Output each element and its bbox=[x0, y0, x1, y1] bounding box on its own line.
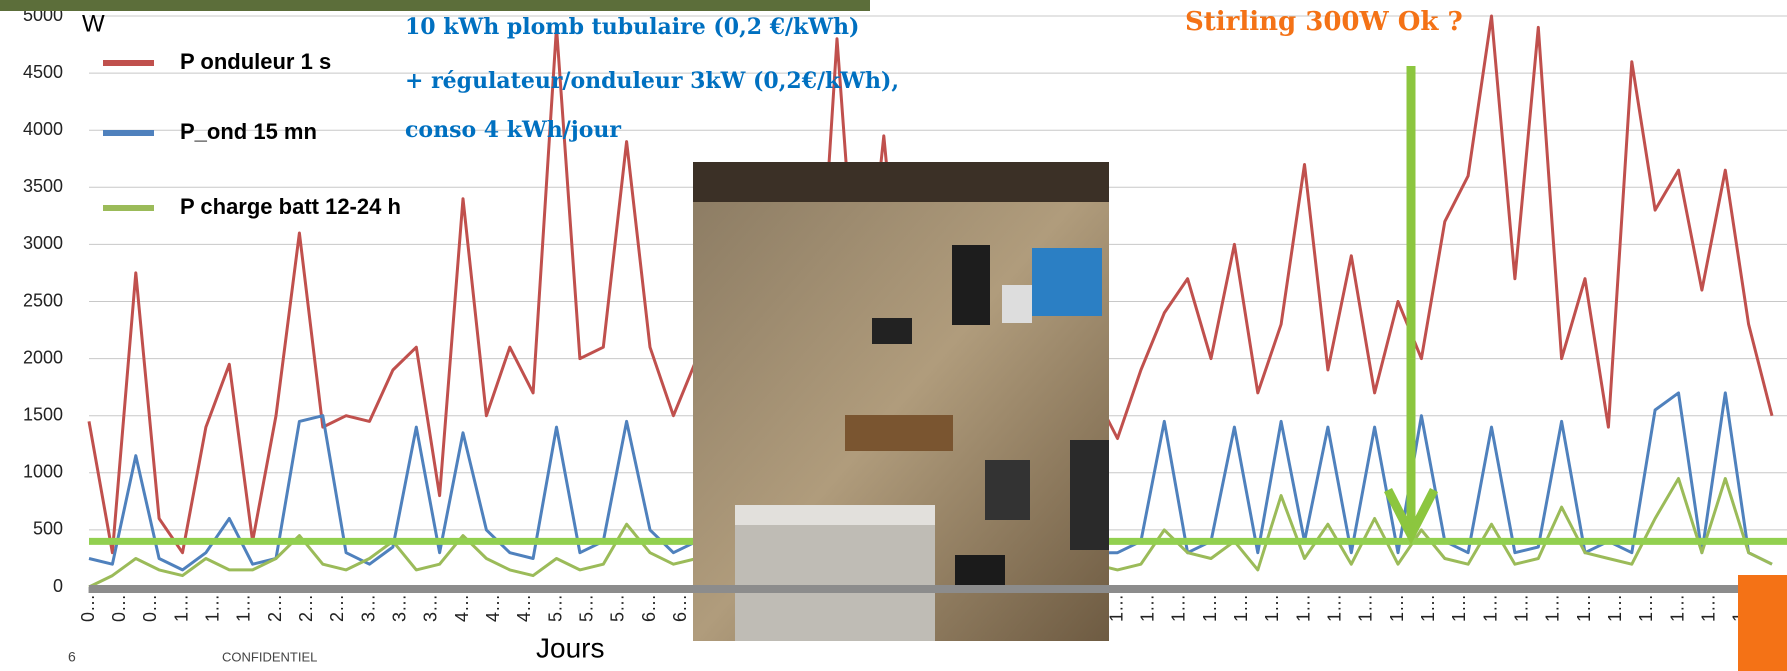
x-tick-label: 1… bbox=[1574, 594, 1594, 622]
x-tick-label: 1… bbox=[1387, 594, 1407, 622]
y-tick-label: 500 bbox=[33, 519, 63, 539]
x-tick-label: 1… bbox=[1636, 594, 1656, 622]
x-tick-label: 4… bbox=[483, 594, 503, 622]
annotation: conso 4 kWh/jour bbox=[405, 117, 621, 143]
x-tick-label: 1… bbox=[1137, 594, 1157, 622]
y-tick-label: 4000 bbox=[23, 119, 63, 139]
zero-axis-bar bbox=[89, 585, 1787, 593]
x-tick-label: 2… bbox=[327, 594, 347, 622]
x-tick-label: 1… bbox=[1106, 594, 1126, 622]
x-tick-label: 1… bbox=[1698, 594, 1718, 622]
installation-photo bbox=[693, 162, 1109, 641]
x-tick-label: 6… bbox=[670, 594, 690, 622]
x-tick-label: 1… bbox=[202, 594, 222, 622]
page-number: 6 bbox=[68, 649, 76, 665]
x-tick-label: 1… bbox=[1262, 594, 1282, 622]
x-tick-label: 1… bbox=[1418, 594, 1438, 622]
x-tick-label: 1… bbox=[234, 594, 254, 622]
x-tick-label: 3… bbox=[421, 594, 441, 622]
x-tick-label: 1… bbox=[1667, 594, 1687, 622]
annotation: 10 kWh plomb tubulaire (0,2 €/kWh) bbox=[405, 14, 859, 40]
x-tick-label: 6… bbox=[639, 594, 659, 622]
y-tick-label: 0 bbox=[53, 576, 63, 596]
orange-tab bbox=[1738, 575, 1787, 671]
y-unit: W bbox=[82, 10, 105, 37]
x-tick-label: 1… bbox=[171, 594, 191, 622]
x-tick-label: 1… bbox=[1231, 594, 1251, 622]
x-tick-label: 2… bbox=[296, 594, 316, 622]
x-tick-label: 0… bbox=[140, 594, 160, 622]
x-tick-label: 1… bbox=[1543, 594, 1563, 622]
legend-label: P onduleur 1 s bbox=[180, 49, 331, 74]
x-tick-label: 1… bbox=[1293, 594, 1313, 622]
legend-label: P charge batt 12-24 h bbox=[180, 194, 401, 219]
x-tick-label: 4… bbox=[514, 594, 534, 622]
y-tick-label: 3500 bbox=[23, 176, 63, 196]
annotation: + régulateur/onduleur 3kW (0,2€/kWh), bbox=[405, 68, 899, 94]
x-tick-label: 1… bbox=[1356, 594, 1376, 622]
x-tick-label: 3… bbox=[358, 594, 378, 622]
y-tick-label: 2000 bbox=[23, 347, 63, 367]
x-tick-label: 0… bbox=[109, 594, 129, 622]
y-tick-label: 4500 bbox=[23, 62, 63, 82]
x-tick-label: 5… bbox=[576, 594, 596, 622]
x-tick-label: 1… bbox=[1449, 594, 1469, 622]
legend-label: P_ond 15 mn bbox=[180, 119, 317, 144]
x-tick-label: 1… bbox=[1169, 594, 1189, 622]
y-tick-label: 2500 bbox=[23, 290, 63, 310]
x-tick-label: 1… bbox=[1200, 594, 1220, 622]
x-tick-label: 1… bbox=[1324, 594, 1344, 622]
x-tick-label: 0… bbox=[78, 594, 98, 622]
photo-strip bbox=[0, 0, 870, 11]
x-tick-label: 1… bbox=[1605, 594, 1625, 622]
x-tick-label: 4… bbox=[452, 594, 472, 622]
x-tick-label: 3… bbox=[389, 594, 409, 622]
y-tick-label: 1000 bbox=[23, 462, 63, 482]
y-tick-label: 3000 bbox=[23, 233, 63, 253]
x-tick-label: 2… bbox=[265, 594, 285, 622]
arrow-head bbox=[1383, 487, 1439, 545]
x-tick-label: 5… bbox=[545, 594, 565, 622]
footer-label: CONFIDENTIEL bbox=[222, 649, 317, 664]
x-axis-label: Jours bbox=[536, 632, 604, 663]
y-tick-label: 1500 bbox=[23, 404, 63, 424]
x-tick-label: 5… bbox=[608, 594, 628, 622]
overlay bbox=[0, 0, 1109, 641]
x-tick-label: 1… bbox=[1480, 594, 1500, 622]
x-tick-label: 1… bbox=[1511, 594, 1531, 622]
stirling-note: Stirling 300W Ok ? bbox=[1185, 7, 1463, 37]
